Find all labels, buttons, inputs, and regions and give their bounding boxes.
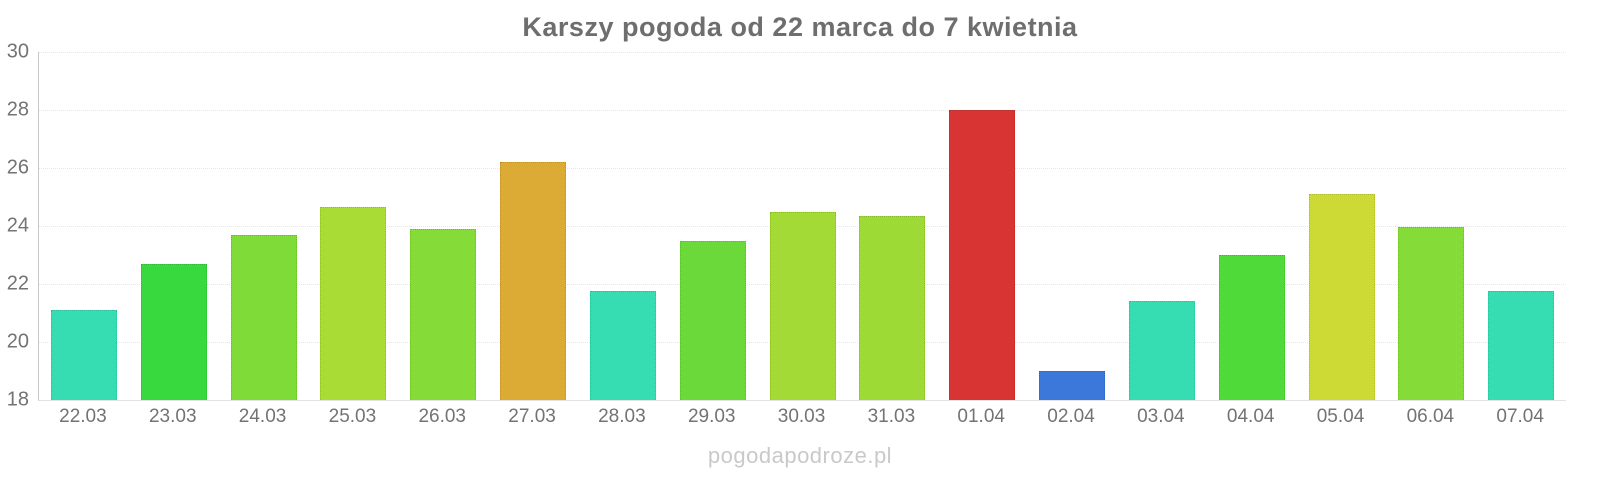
bar-29.03[interactable]: [679, 240, 746, 400]
x-axis-label: 23.03: [148, 406, 197, 427]
x-axis-labels: 22.03 23.03 24.03 25.03 26.03 27.03 28.03 29.03…: [38, 406, 1565, 428]
plot-area: 18 20 22 24 26 28 30: [7, 41, 1566, 411]
bar-26.03[interactable]: [410, 228, 477, 400]
watermark: pogodapodroze.pl: [707, 443, 893, 468]
bar-24.03[interactable]: [230, 234, 297, 400]
bar-slot: [1386, 52, 1476, 400]
x-axis-label: 03.04: [1137, 406, 1185, 427]
bar-04.04[interactable]: [1218, 255, 1285, 400]
bar-02.04[interactable]: [1039, 371, 1106, 400]
bar-slot: [308, 52, 398, 400]
bar-05.04[interactable]: [1308, 194, 1375, 400]
bar-slot: [668, 52, 758, 400]
y-axis-label: 30: [6, 40, 29, 63]
x-axis-label: 02.04: [1047, 406, 1095, 427]
x-axis-label: 29.03: [687, 406, 736, 427]
x-axis-label: 24.03: [238, 406, 287, 427]
gridline: [39, 110, 1566, 111]
gridline: [39, 52, 1566, 53]
bar-slot: [1476, 52, 1566, 400]
bar-31.03[interactable]: [859, 215, 926, 400]
x-axis-label: 27.03: [508, 406, 556, 427]
bars-layer: [39, 52, 1566, 400]
bar-01.04[interactable]: [949, 110, 1016, 400]
y-axis-label: 28: [6, 98, 29, 121]
bar-07.04[interactable]: [1488, 291, 1555, 400]
x-axis-label: 07.04: [1496, 406, 1544, 427]
bar-28.03[interactable]: [589, 291, 656, 400]
bar-27.03[interactable]: [500, 162, 567, 400]
bar-23.03[interactable]: [140, 263, 207, 400]
bar-22.03[interactable]: [50, 310, 117, 400]
bar-slot: [578, 52, 668, 400]
y-axis-label: 18: [6, 388, 29, 411]
x-axis-label: 01.04: [957, 406, 1005, 427]
x-axis-label: 28.03: [598, 406, 646, 427]
bar-slot: [39, 52, 129, 400]
y-axis-label: 20: [6, 330, 29, 353]
x-axis-label: 06.04: [1406, 406, 1455, 427]
chart-title: Karszy pogoda od 22 marca do 7 kwietnia: [522, 12, 1078, 42]
x-axis-label: 04.04: [1226, 406, 1275, 427]
bar-slot: [398, 52, 488, 400]
bar-slot: [847, 52, 937, 400]
bar-slot: [488, 52, 578, 400]
bar-slot: [937, 52, 1027, 400]
x-axis-label: 31.03: [867, 406, 916, 427]
bar-25.03[interactable]: [320, 207, 387, 400]
bar-03.04[interactable]: [1128, 301, 1195, 400]
y-axis-label: 22: [6, 272, 29, 295]
bar-slot: [1117, 52, 1207, 400]
bar-slot: [1027, 52, 1117, 400]
bar-06.04[interactable]: [1398, 227, 1465, 400]
x-axis-label: 25.03: [328, 406, 377, 427]
bar-slot: [1297, 52, 1387, 400]
y-axis-label: 24: [6, 214, 29, 237]
y-axis-label: 26: [6, 156, 29, 179]
x-axis-label: 30.03: [777, 406, 826, 427]
bar-slot: [758, 52, 848, 400]
gridline: [39, 168, 1566, 169]
x-axis-label: 22.03: [59, 406, 107, 427]
x-axis-label: 05.04: [1316, 406, 1365, 427]
bar-slot: [219, 52, 309, 400]
bar-30.03[interactable]: [769, 211, 836, 400]
bar-slot: [129, 52, 219, 400]
bar-slot: [1207, 52, 1297, 400]
x-axis-label: 26.03: [418, 406, 466, 427]
